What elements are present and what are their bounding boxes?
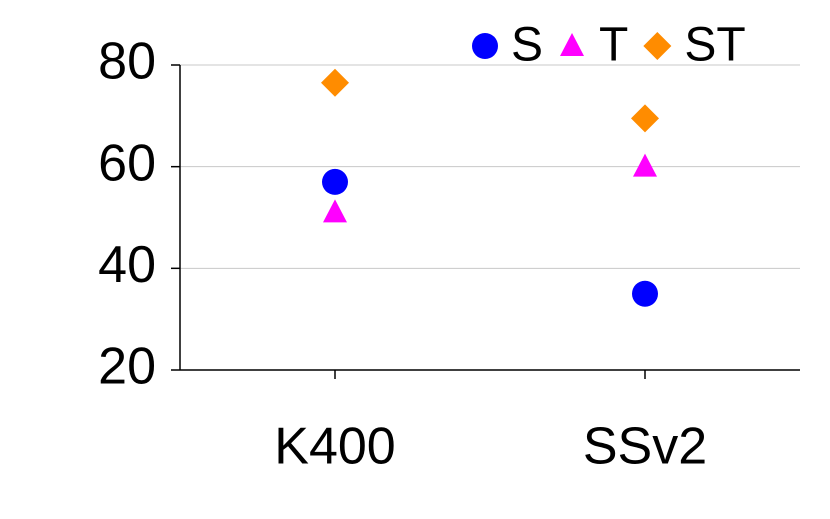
- y-tick-label: 80: [98, 33, 156, 91]
- x-tick-label: K400: [274, 418, 395, 476]
- y-tick-label: 60: [98, 134, 156, 192]
- point: [631, 104, 659, 133]
- legend-label: S: [511, 19, 543, 72]
- point: [633, 153, 657, 177]
- y-tick-label: 20: [98, 338, 156, 396]
- point: [323, 199, 347, 223]
- x-tick-label: SSv2: [583, 418, 707, 476]
- legend-label: T: [599, 19, 628, 72]
- y-tick-label: 40: [98, 236, 156, 294]
- point: [632, 280, 658, 307]
- legend-marker: [560, 33, 585, 56]
- point: [322, 168, 348, 195]
- legend-marker: [643, 32, 672, 60]
- legend-label: ST: [684, 19, 745, 72]
- point: [321, 68, 349, 97]
- legend-marker: [472, 33, 498, 59]
